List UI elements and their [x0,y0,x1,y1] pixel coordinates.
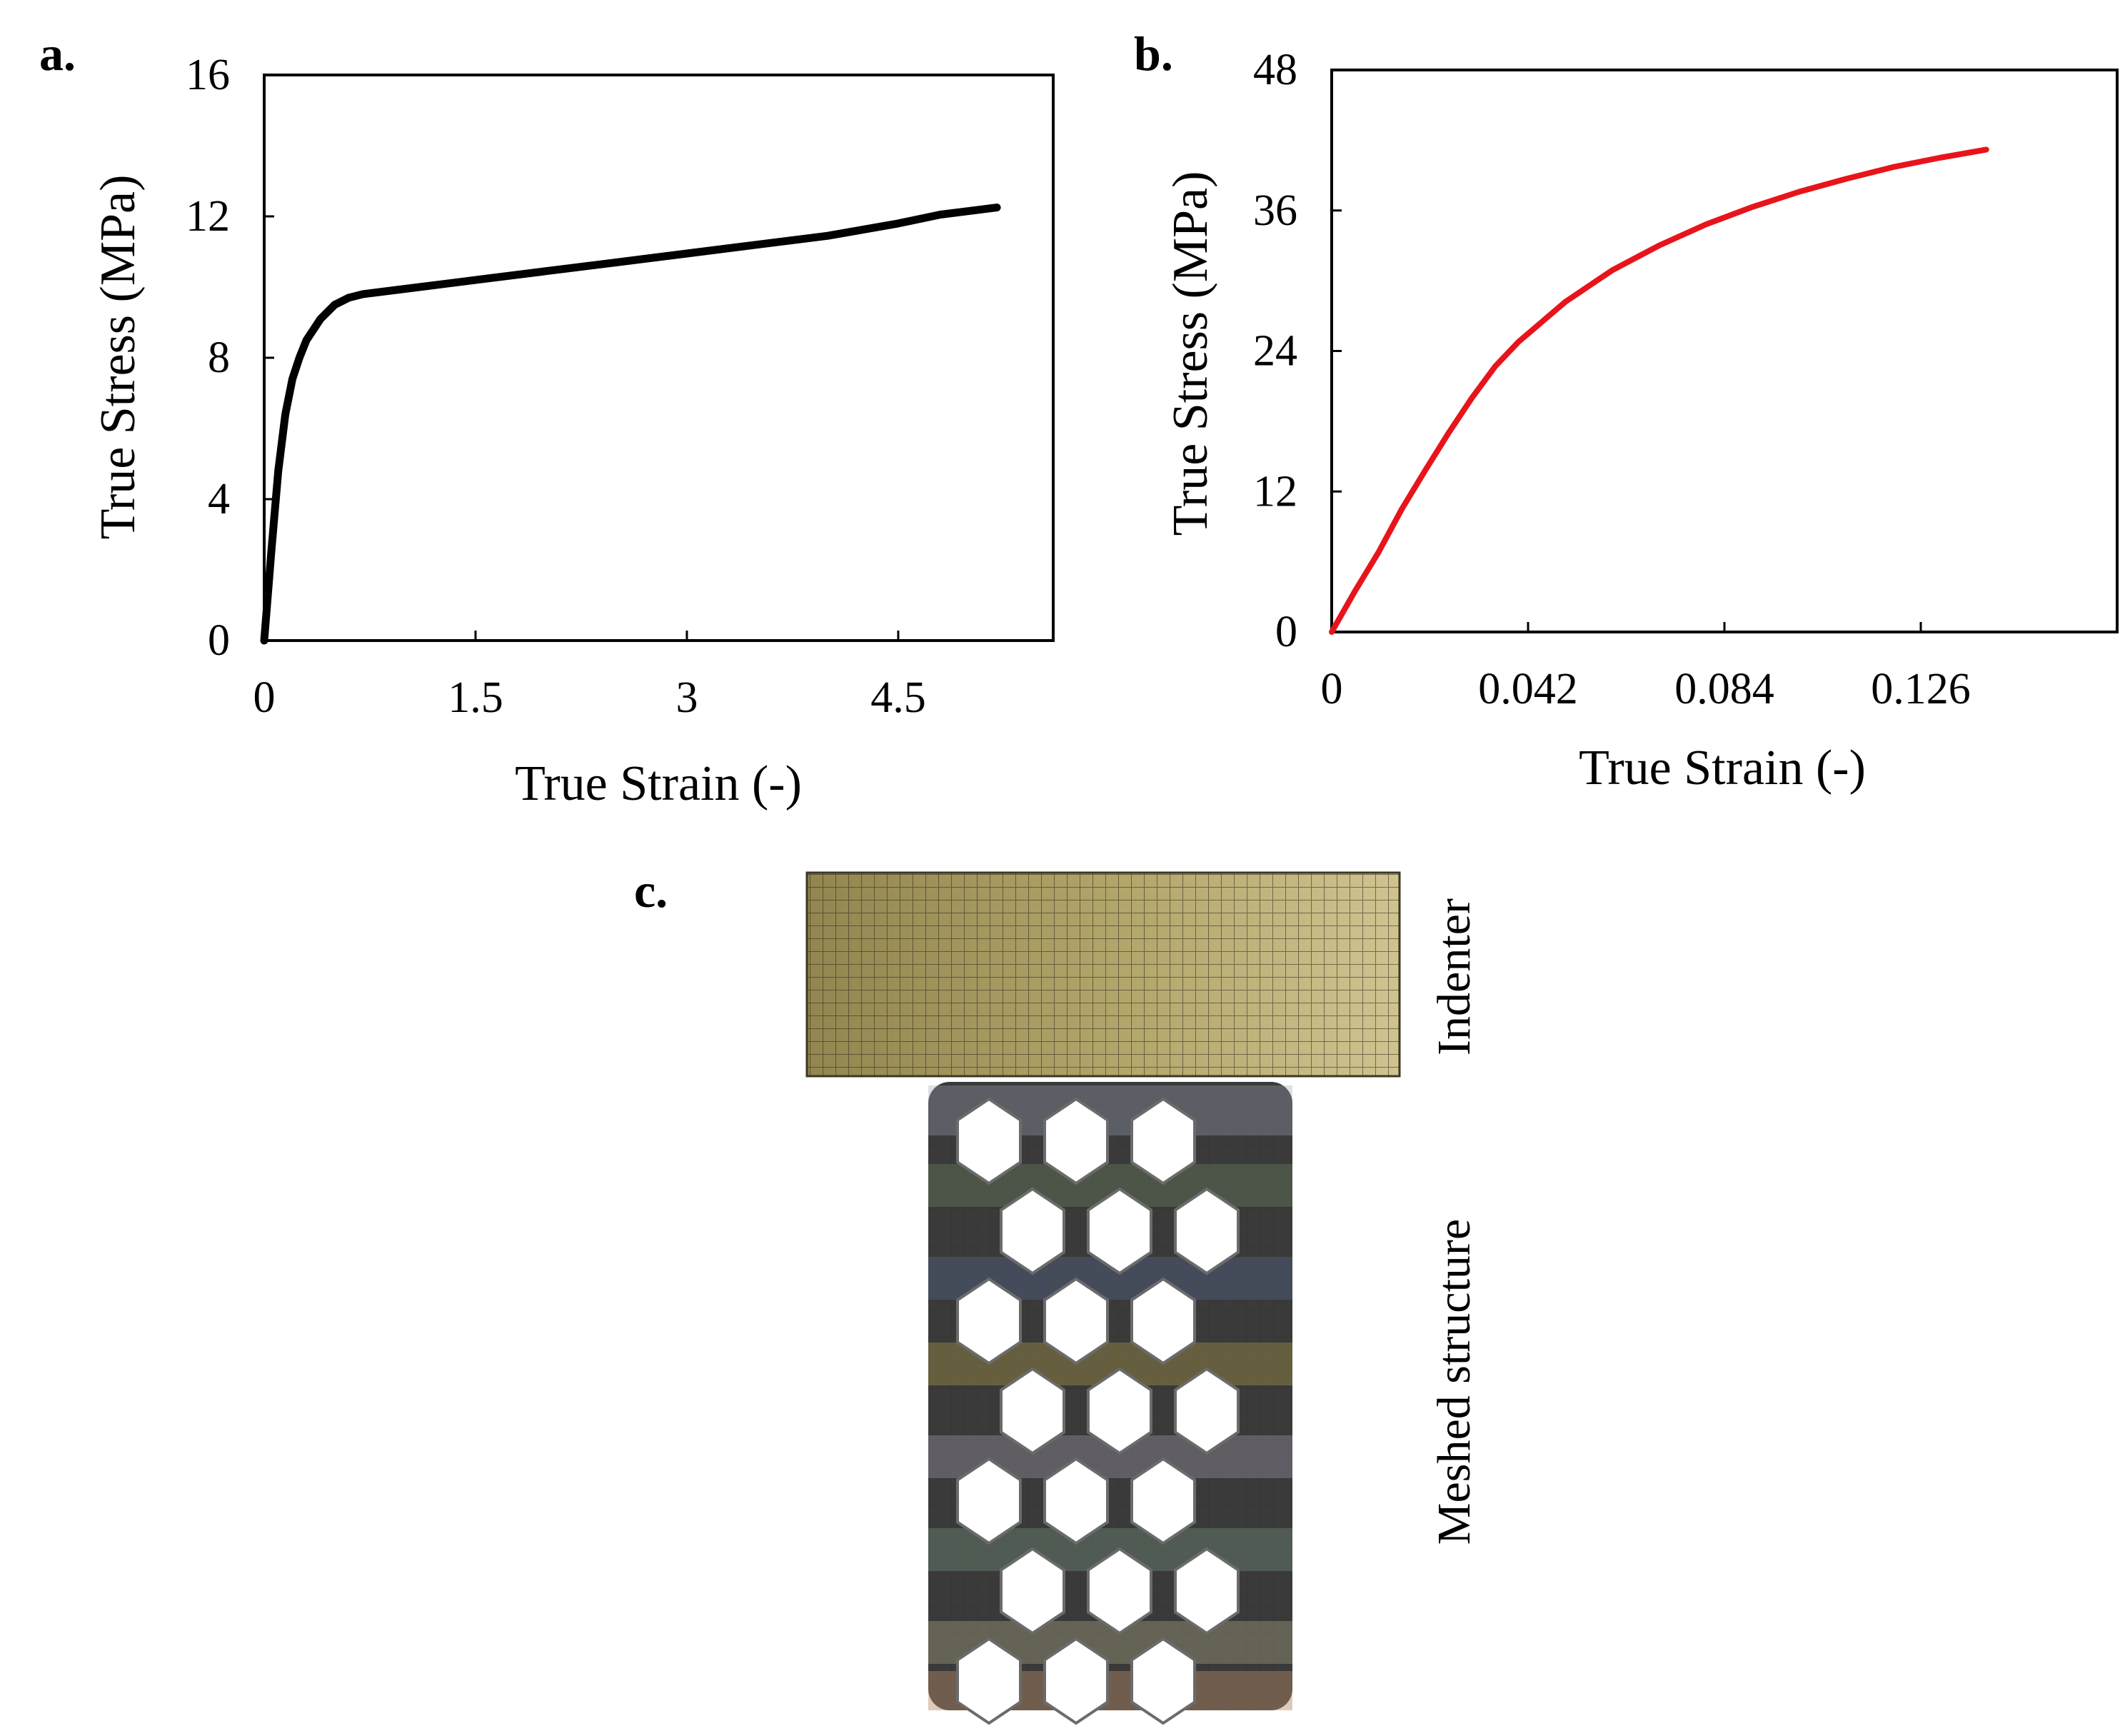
honeycomb-cell [1043,1457,1109,1545]
b-x-tick-label: 0.084 [1674,665,1774,713]
panel-b-y-tick-labels: 0 12 24 36 48 [1253,46,1297,656]
a-x-tick-label: 4.5 [870,673,926,722]
a-y-tick-label: 16 [186,51,230,99]
panel-b-x-tick-labels: 0 0.042 0.084 0.126 [1321,665,1971,713]
b-y-tick-label: 0 [1275,608,1297,656]
honeycomb-cell [956,1097,1022,1185]
honeycomb-cell [1043,1097,1109,1185]
panel-a-x-tick-labels: 0 1.5 3 4.5 [253,673,926,722]
b-x-tick-label: 0.126 [1871,665,1971,713]
panel-b-y-axis-label: True Stress (MPa) [1163,171,1218,536]
panel-c-mesh-illustration: c. Indenter Meshed structure [634,863,1480,1725]
a-y-tick-label: 4 [208,475,230,523]
b-y-tick-label: 12 [1253,467,1297,516]
panel-a-tick-marks [263,74,900,642]
honeycomb-cell [1130,1097,1196,1185]
panel-a-y-axis-label: True Stress (MPa) [91,175,146,540]
honeycomb-cell [1087,1187,1152,1275]
honeycomb-cell [1043,1277,1109,1365]
honeycomb-cell [956,1637,1022,1725]
honeycomb-cell [1000,1187,1065,1275]
honeycomb-cell [1043,1637,1109,1725]
panel-b-stress-strain-chart: b. 0 0.042 0.084 0.126 0 12 24 36 48 True Strai… [1134,26,2119,796]
panel-c-label: c. [634,863,668,918]
b-y-tick-label: 48 [1253,46,1297,94]
panel-a-stress-strain-chart: a. 0 1.5 3 4.5 0 4 8 12 16 True Strain (-) True… [39,26,1055,811]
a-y-tick-label: 12 [186,192,230,241]
indenter-block [805,871,1401,1078]
a-y-tick-label: 0 [208,616,230,665]
panel-a-series-line [260,204,1001,645]
b-y-tick-label: 24 [1253,327,1297,376]
honeycomb-cell [1130,1457,1196,1545]
a-y-tick-label: 8 [208,333,230,382]
a-x-tick-label: 0 [253,673,276,722]
honeycomb-cell [956,1457,1022,1545]
honeycomb-cell [1087,1367,1152,1455]
honeycomb-cell [1130,1637,1196,1725]
honeycomb-cell [1000,1367,1065,1455]
b-x-tick-label: 0 [1321,665,1343,713]
honeycomb-cell [956,1277,1022,1365]
honeycomb-cell [1087,1547,1152,1635]
b-y-tick-label: 36 [1253,186,1297,235]
panel-b-x-axis-label: True Strain (-) [1579,741,1866,796]
a-x-tick-label: 1.5 [448,673,503,722]
panel-b-label: b. [1134,26,1173,81]
panel-a-plot-frame [263,74,1055,642]
honeycomb-cell [1174,1547,1240,1635]
panel-a-label: a. [39,26,76,81]
panel-b-plot-frame [1330,69,2119,633]
meshed-honeycomb-structure [928,1082,1292,1725]
meshed-structure-label: Meshed structure [1428,1219,1480,1545]
honeycomb-cell [1174,1367,1240,1455]
honeycomb-cell [1000,1547,1065,1635]
panel-b-tick-marks [1330,69,1922,633]
a-x-tick-label: 3 [675,673,698,722]
panel-a-y-tick-labels: 0 4 8 12 16 [186,51,230,665]
panel-b-series-line [1329,146,1989,635]
b-x-tick-label: 0.042 [1478,665,1578,713]
honeycomb-cells [956,1097,1240,1725]
honeycomb-cell [1130,1277,1196,1365]
indenter-label: Indenter [1428,898,1480,1055]
honeycomb-cell [1174,1187,1240,1275]
panel-a-x-axis-label: True Strain (-) [515,756,802,811]
